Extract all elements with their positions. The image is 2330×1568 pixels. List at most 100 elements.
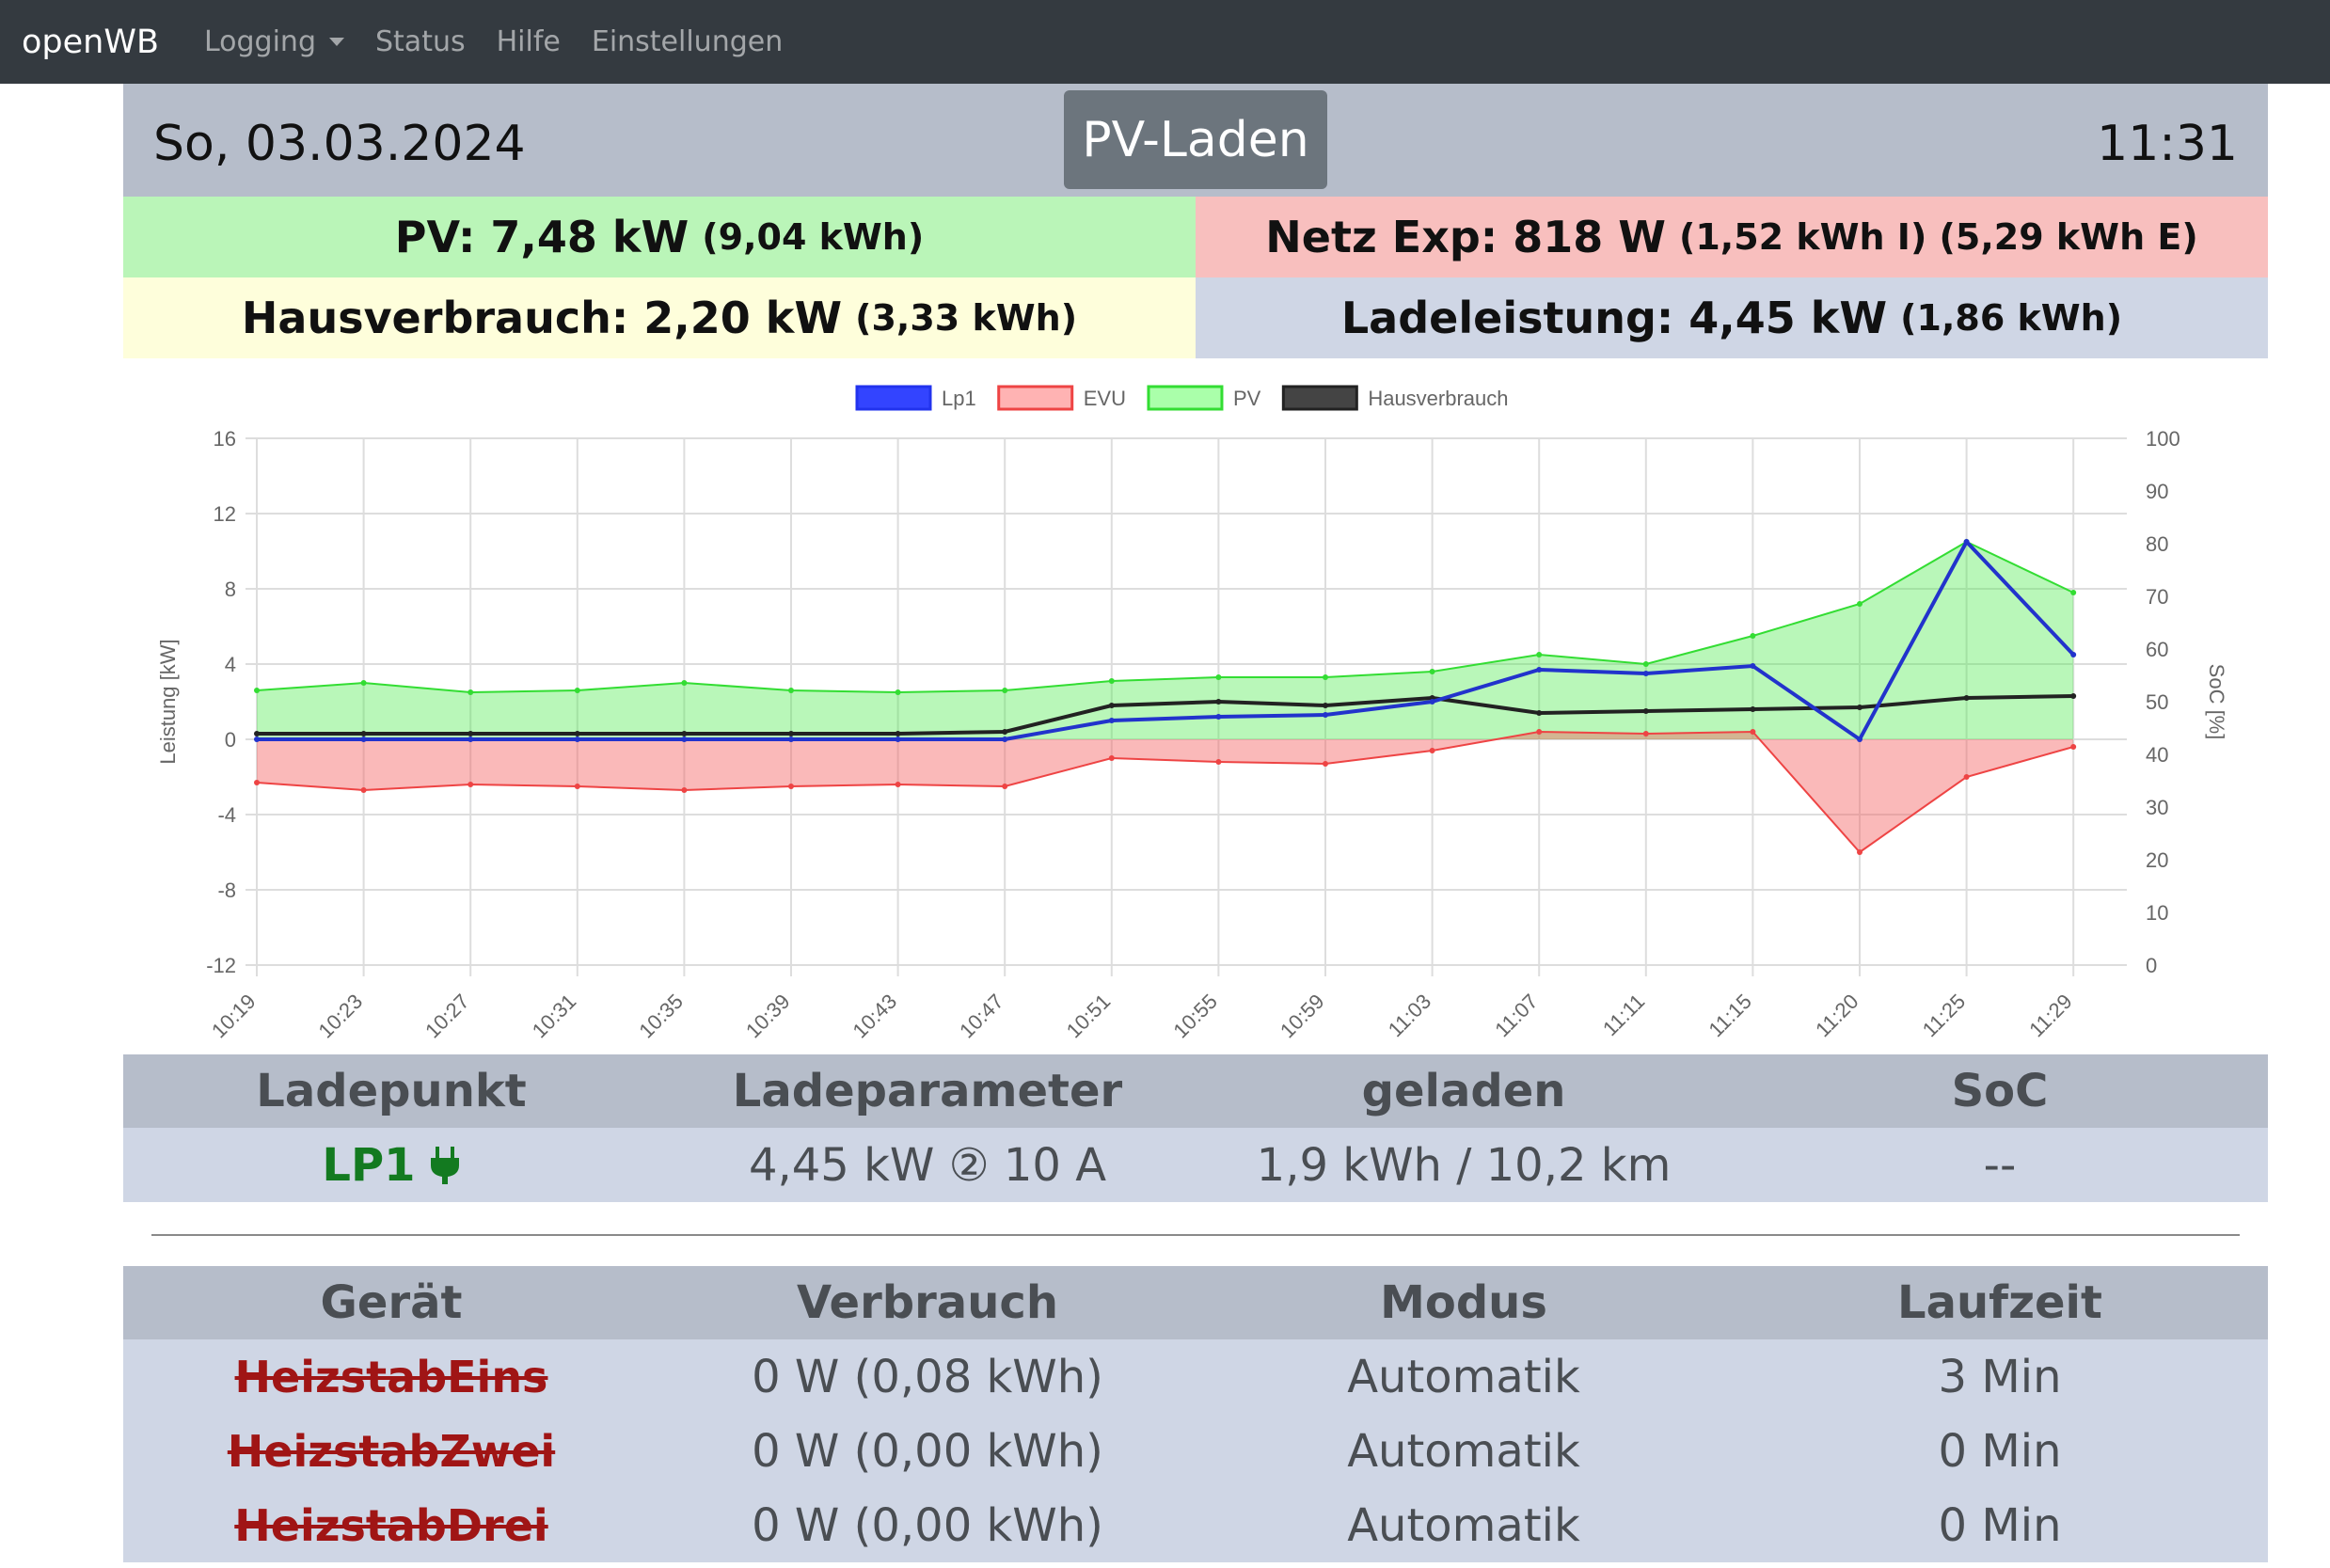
data-point-hausverbrauch: [895, 731, 901, 736]
legend-label-hausverbrauch: Hausverbrauch: [1368, 387, 1508, 410]
y-axis-title: Leistung [kW]: [156, 639, 180, 764]
device-usage: 0 W (0,00 kWh): [752, 1498, 1103, 1552]
data-point-hausverbrauch: [1642, 708, 1649, 714]
lp-charged: 1,9 kWh / 10,2 km: [1256, 1138, 1672, 1192]
data-point-hausverbrauch: [1108, 703, 1115, 708]
x-tick-label: 11:20: [1811, 990, 1862, 1041]
summary-grid: PV: 7,48 kW (9,04 kWh) Netz Exp: 818 W (…: [123, 197, 2268, 358]
data-point-pv: [1215, 674, 1222, 680]
y2-tick-label: 100: [2146, 427, 2180, 451]
data-point-pv: [1536, 652, 1543, 657]
divider: [151, 1234, 2240, 1236]
brand-logo[interactable]: openWB: [22, 23, 159, 61]
y2-tick-label: 0: [2146, 954, 2157, 977]
power-chart: 1612840-4-8-12100908070605040302010010:1…: [156, 385, 2228, 1043]
col-modus: Modus: [1380, 1276, 1547, 1329]
table-row[interactable]: LP1 4,45 kW ② 10 A 1,9 kWh / 10,2 km --: [123, 1128, 2268, 1202]
legend-label-pv: PV: [1233, 387, 1261, 410]
data-point-pv: [360, 680, 367, 686]
data-point-lp1: [1642, 671, 1649, 676]
table-row[interactable]: HeizstabDrei 0 W (0,00 kWh) Automatik 0 …: [123, 1488, 2268, 1562]
col-soc: SoC: [1951, 1065, 2049, 1117]
ladepunkt-table: Ladepunkt Ladeparameter geladen SoC LP1 …: [123, 1054, 2268, 1202]
data-point-evu: [1215, 759, 1222, 765]
x-tick-label: 10:51: [1062, 990, 1116, 1043]
col-ladeparameter: Ladeparameter: [732, 1065, 1123, 1117]
y-tick-label: 16: [214, 427, 236, 451]
y-tick-label: 12: [214, 502, 236, 526]
data-point-hausverbrauch: [1857, 705, 1862, 710]
x-tick-label: 10:23: [314, 990, 368, 1043]
x-tick-label: 10:19: [207, 990, 261, 1043]
nav-status[interactable]: Status: [375, 25, 466, 58]
data-point-lp1: [1963, 539, 1970, 545]
col-geraet: Gerät: [320, 1276, 463, 1329]
device-name[interactable]: HeizstabDrei: [234, 1499, 548, 1551]
pv-summary: PV: 7,48 kW (9,04 kWh): [123, 197, 1196, 277]
device-mode: Automatik: [1347, 1424, 1580, 1478]
data-point-lp1: [1857, 736, 1862, 742]
data-point-hausverbrauch: [468, 731, 474, 736]
grid-summary: Netz Exp: 818 W (1,52 kWh I) (5,29 kWh E…: [1196, 197, 2268, 277]
nav-hilfe[interactable]: Hilfe: [496, 25, 561, 58]
data-point-hausverbrauch: [254, 731, 260, 736]
legend-label-evu: EVU: [1084, 387, 1126, 410]
pv-power: PV: 7,48 kW: [394, 212, 689, 262]
legend-swatch-pv: [1147, 385, 1224, 411]
data-point-pv: [788, 688, 794, 693]
device-mode: Automatik: [1347, 1498, 1580, 1552]
y-tick-label: -4: [217, 803, 236, 827]
data-point-pv: [254, 688, 260, 693]
x-tick-label: 11:15: [1704, 990, 1755, 1041]
power-chart-container: 16 12 8 4 0 -4 -8 -12 100 90 80 70 60 50 40 30 20 10 0 10:1…: [123, 358, 2268, 1054]
data-point-lp1: [1750, 663, 1756, 669]
data-point-lp1: [468, 736, 474, 742]
y-tick-label: 8: [225, 578, 236, 601]
data-point-hausverbrauch: [788, 731, 794, 736]
data-point-hausverbrauch: [1750, 706, 1756, 712]
data-point-evu: [788, 784, 794, 789]
nav-einstellungen[interactable]: Einstellungen: [591, 25, 784, 58]
device-name[interactable]: HeizstabEins: [234, 1351, 548, 1402]
x-tick-label: 11:25: [1918, 990, 1970, 1041]
x-tick-label: 10:39: [741, 990, 795, 1043]
x-tick-label: 10:31: [528, 990, 581, 1043]
series-area-evu: [257, 732, 2074, 852]
col-laufzeit: Laufzeit: [1897, 1276, 2102, 1329]
data-point-evu: [468, 782, 474, 787]
table-row[interactable]: HeizstabZwei 0 W (0,00 kWh) Automatik 0 …: [123, 1414, 2268, 1488]
y-tick-label: -8: [217, 879, 236, 902]
house-power: Hausverbrauch: 2,20 kW: [241, 293, 843, 343]
caret-down-icon: [329, 38, 344, 46]
y2-tick-label: 20: [2146, 848, 2168, 872]
col-ladepunkt: Ladepunkt: [256, 1065, 527, 1117]
data-point-pv: [1750, 633, 1756, 639]
data-point-hausverbrauch: [681, 731, 688, 736]
legend-label-lp1: Lp1: [942, 387, 976, 410]
pv-energy: (9,04 kWh): [702, 216, 925, 258]
y2-tick-label: 90: [2146, 480, 2168, 503]
charge-power: Ladeleistung: 4,45 kW: [1340, 293, 1888, 343]
lp-soc: --: [1983, 1138, 2017, 1192]
table-row[interactable]: HeizstabEins 0 W (0,08 kWh) Automatik 3 …: [123, 1339, 2268, 1414]
house-energy: (3,33 kWh): [855, 297, 1078, 339]
data-point-pv: [2070, 590, 2077, 595]
device-name[interactable]: HeizstabZwei: [227, 1425, 556, 1477]
date-display: So, 03.03.2024: [153, 116, 526, 172]
data-point-evu: [1002, 784, 1008, 789]
nav-logging[interactable]: Logging: [204, 25, 344, 58]
data-point-evu: [1429, 748, 1435, 753]
ladepunkt-table-header: Ladepunkt Ladeparameter geladen SoC: [123, 1054, 2268, 1128]
lp-params: 4,45 kW ② 10 A: [748, 1138, 1107, 1192]
grid-energy: (1,52 kWh I) (5,29 kWh E): [1678, 216, 2198, 258]
lp-name-cell[interactable]: LP1: [123, 1128, 659, 1202]
charge-mode-button[interactable]: PV-Laden: [1064, 90, 1327, 189]
grid-power: Netz Exp: 818 W: [1265, 212, 1666, 262]
lp-name: LP1: [322, 1138, 416, 1192]
col-verbrauch: Verbrauch: [797, 1276, 1058, 1329]
data-point-evu: [895, 782, 901, 787]
data-point-lp1: [1002, 736, 1008, 742]
charge-summary: Ladeleistung: 4,45 kW (1,86 kWh): [1196, 277, 2268, 358]
x-tick-label: 10:35: [634, 990, 688, 1043]
data-point-hausverbrauch: [1963, 695, 1970, 701]
